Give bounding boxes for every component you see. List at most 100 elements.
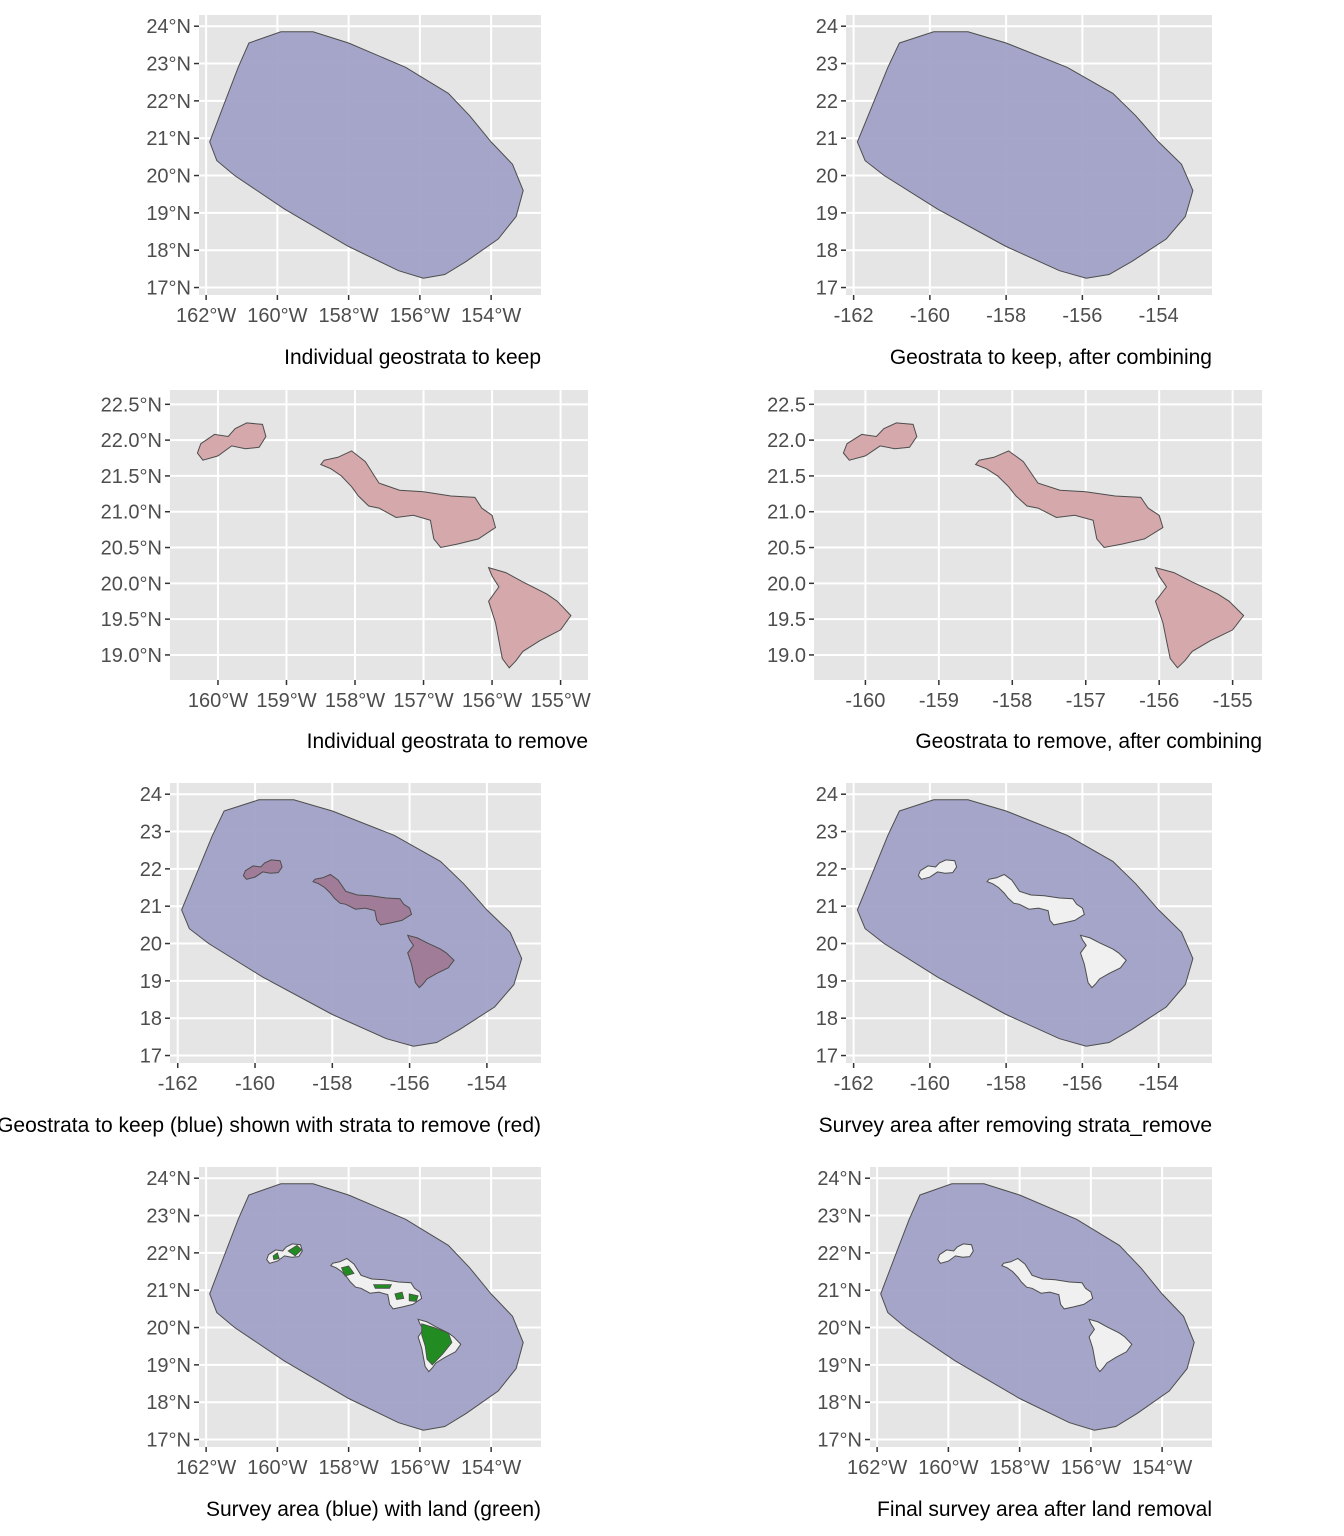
x-tick-label: -159 [919, 690, 959, 712]
panel-caption: Geostrata to keep, after combining [890, 346, 1212, 369]
x-tick-label: -156 [390, 1073, 430, 1095]
y-tick-label: 24 [140, 784, 162, 806]
y-tick-label: 19 [140, 971, 162, 993]
y-tick-label: 24°N [817, 1168, 862, 1190]
y-tick-label: 22 [816, 859, 838, 881]
panel-caption: Survey area (blue) with land (green) [206, 1498, 541, 1521]
y-tick-label: 20.0°N [101, 573, 162, 595]
remove-stratum-polygon [1154, 566, 1245, 669]
x-tick-label: -158 [992, 690, 1032, 712]
x-tick-label: 158°W [325, 690, 385, 712]
y-tick-label: 23°N [146, 1206, 191, 1228]
remove-stratum-polygon [487, 566, 572, 669]
survey-area-polygon [181, 799, 523, 1047]
y-tick-label: 23°N [817, 1206, 862, 1228]
x-tick-label: -160 [235, 1073, 275, 1095]
panel-caption: Individual geostrata to keep [284, 346, 541, 369]
map-panel-1: 17°N 18°N 19°N 20°N 21°N 22°N 23°N 24°N 162°W 160… [146, 15, 541, 369]
x-tick-label: -156 [1062, 305, 1102, 327]
map-panel-6: 17 18 19 20 21 22 23 24 -162 -160 -158 -156 -154 Surv… [816, 783, 1212, 1137]
map-panel-8: 17°N 18°N 19°N 20°N 21°N 22°N 23°N 24°N 162°W 160… [817, 1167, 1212, 1521]
remove-stratum-polygon [406, 934, 455, 989]
x-tick-label: 162°W [176, 1457, 236, 1479]
x-tick-label: 154°W [461, 305, 521, 327]
panel-caption: Final survey area after land removal [877, 1498, 1212, 1521]
y-tick-label: 20 [816, 166, 838, 188]
x-tick-label: -155 [1213, 690, 1253, 712]
y-tick-label: 20°N [146, 1318, 191, 1340]
removed-area-hole [1079, 934, 1127, 989]
remove-stratum-polygon [242, 859, 283, 880]
x-tick-label: -157 [1066, 690, 1106, 712]
y-tick-label: 20.5 [767, 538, 806, 560]
y-tick-label: 17°N [146, 278, 191, 300]
y-tick-label: 17°N [146, 1430, 191, 1452]
y-tick-label: 23 [816, 54, 838, 76]
y-tick-label: 17 [816, 1046, 838, 1068]
x-tick-label: 159°W [256, 690, 316, 712]
y-tick-label: 22.5 [767, 394, 806, 416]
x-tick-label: -156 [1139, 690, 1179, 712]
x-tick-label: 162°W [847, 1457, 907, 1479]
y-tick-label: 19°N [146, 203, 191, 225]
x-tick-label: -154 [1139, 1073, 1179, 1095]
land-polygon [394, 1291, 405, 1300]
y-tick-label: 17 [140, 1046, 162, 1068]
survey-area-polygon [209, 1183, 524, 1431]
x-tick-label: -162 [158, 1073, 198, 1095]
y-tick-label: 18°N [146, 1392, 191, 1414]
map-panel-4: 19.0 19.5 20.0 20.5 21.0 21.5 22.0 22.5 -160 -159… [767, 390, 1262, 753]
remove-stratum-polygon [196, 422, 267, 461]
y-tick-label: 20°N [817, 1318, 862, 1340]
removed-area-hole [917, 859, 958, 880]
remove-stratum-polygon [312, 873, 413, 926]
y-tick-label: 23 [140, 822, 162, 844]
y-tick-label: 20 [816, 934, 838, 956]
x-tick-label: 156°W [1061, 1457, 1121, 1479]
y-tick-label: 18 [816, 1008, 838, 1030]
x-tick-label: 158°W [319, 1457, 379, 1479]
y-tick-label: 21.5°N [101, 466, 162, 488]
y-tick-label: 19°N [817, 1355, 862, 1377]
land-polygon [340, 1265, 355, 1277]
x-tick-label: -160 [910, 1073, 950, 1095]
x-tick-label: 160°W [247, 1457, 307, 1479]
y-tick-label: 22 [140, 859, 162, 881]
x-tick-label: 156°W [462, 690, 522, 712]
y-tick-label: 19 [816, 971, 838, 993]
land-polygon [372, 1284, 393, 1289]
y-tick-label: 17 [816, 278, 838, 300]
x-tick-label: 156°W [390, 1457, 450, 1479]
y-tick-label: 21.0°N [101, 502, 162, 524]
remove-stratum-polygon [320, 450, 497, 549]
y-tick-label: 24°N [146, 16, 191, 38]
x-tick-label: 156°W [390, 305, 450, 327]
x-tick-label: 158°W [990, 1457, 1050, 1479]
land-polygon [272, 1252, 280, 1261]
y-tick-label: 22 [816, 91, 838, 113]
y-tick-label: 22.5°N [101, 394, 162, 416]
x-tick-label: 160°W [188, 690, 248, 712]
y-tick-label: 22°N [817, 1243, 862, 1265]
removed-area-hole [986, 873, 1085, 926]
y-tick-label: 20.5°N [101, 538, 162, 560]
y-tick-label: 17°N [817, 1430, 862, 1452]
y-tick-label: 24 [816, 16, 838, 38]
survey-area-polygon [856, 31, 1194, 279]
y-tick-label: 24°N [146, 1168, 191, 1190]
y-tick-label: 24 [816, 784, 838, 806]
y-tick-label: 23 [816, 822, 838, 844]
x-tick-label: -154 [467, 1073, 507, 1095]
x-tick-label: -160 [910, 305, 950, 327]
survey-area-polygon [209, 31, 524, 279]
y-tick-label: 22°N [146, 91, 191, 113]
map-panel-3: 19.0°N 19.5°N 20.0°N 20.5°N 21.0°N 21.5°N 22.0… [101, 390, 591, 753]
removed-area-hole [937, 1243, 974, 1264]
y-tick-label: 22.0°N [101, 430, 162, 452]
x-tick-label: 160°W [918, 1457, 978, 1479]
removed-area-hole [1088, 1318, 1133, 1373]
y-tick-label: 21.5 [767, 466, 806, 488]
y-tick-label: 21 [140, 896, 162, 918]
x-tick-label: 162°W [176, 305, 236, 327]
y-tick-label: 21 [816, 128, 838, 150]
